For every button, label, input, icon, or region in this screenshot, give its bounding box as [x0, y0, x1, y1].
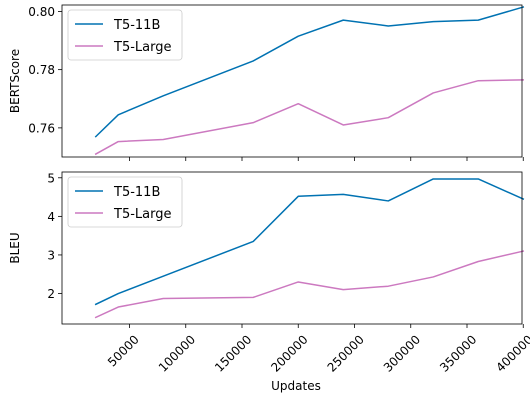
bleu-y-tick-label: 4 [47, 210, 55, 224]
bleu-x-tick-label: 300000 [381, 332, 423, 374]
bleu-series-line-t5-11b [94, 178, 525, 306]
bleu-legend: T5-11B T5-Large [67, 176, 183, 228]
bleu-y-tick-label: 2 [47, 287, 55, 301]
bleu-y-tick-label: 5 [47, 171, 55, 185]
bleu-legend-label-t5-11b: T5-11B [113, 185, 160, 200]
bleu-x-tick-label: 350000 [437, 332, 479, 374]
bleu-x-tick-label: 200000 [268, 332, 310, 374]
bleu-x-tick-label: 150000 [212, 332, 254, 374]
bertscore-legend-label-t5-large: T5-Large [113, 40, 171, 55]
x-axis-label: Updates [271, 379, 321, 393]
bleu-legend-label-t5-large: T5-Large [113, 207, 171, 222]
bertscore-series-line-t5-11b [94, 6, 525, 138]
bleu-x-tick-label: 250000 [325, 332, 367, 374]
bleu-axes-frame [61, 171, 523, 325]
bertscore-y-tick-label: 0.78 [28, 63, 55, 77]
bertscore-legend-box [67, 9, 183, 61]
bleu-panel: 2 3 4 5 50000 100000 150000 200000 250000 300000 3… [8, 171, 530, 374]
bertscore-y-tick-label: 0.76 [28, 121, 55, 135]
bertscore-series-line-t5-large [94, 79, 525, 156]
bleu-x-tick-label: 400000 [493, 332, 530, 374]
bleu-x-tick-label: 100000 [156, 332, 198, 374]
bleu-series-line-t5-large [94, 250, 525, 319]
bertscore-panel: 0.76 0.78 0.80 BERTScore T5-11B T5-Large [8, 4, 525, 161]
bleu-y-axis-label: BLEU [8, 232, 22, 263]
bertscore-legend-label-t5-11b: T5-11B [113, 18, 160, 33]
bertscore-legend: T5-11B T5-Large [67, 9, 183, 61]
bleu-legend-box [67, 176, 183, 228]
bleu-y-tick-label: 3 [47, 248, 55, 262]
bertscore-y-axis-label: BERTScore [8, 49, 22, 113]
bertscore-axes-frame [61, 4, 523, 158]
bertscore-y-tick-label: 0.80 [28, 5, 55, 19]
bleu-x-tick-label: 50000 [105, 332, 142, 369]
